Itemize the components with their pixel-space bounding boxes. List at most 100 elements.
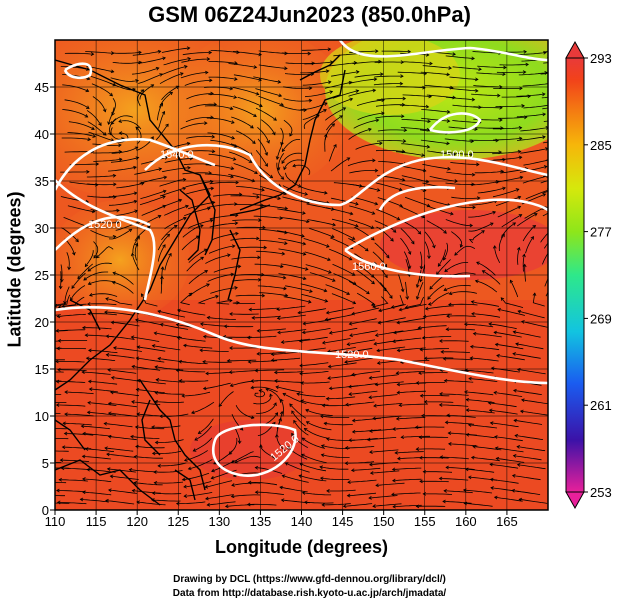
streamline-arrow (209, 218, 214, 223)
streamline-arrow (398, 187, 403, 192)
streamline (254, 390, 266, 398)
streamline-arrow (87, 379, 92, 384)
streamline (300, 283, 327, 292)
streamline (352, 429, 382, 433)
streamline (490, 422, 519, 428)
streamline (281, 52, 311, 54)
streamline (392, 478, 422, 482)
streamline-arrow (276, 167, 281, 171)
streamline (151, 499, 181, 502)
streamline-arrow (542, 112, 547, 117)
streamline-arrow (402, 139, 407, 143)
streamline (327, 347, 356, 353)
streamline-arrow (262, 225, 266, 230)
streamline (157, 234, 170, 251)
streamline-arrow (447, 166, 451, 171)
streamline-arrow (163, 175, 168, 180)
streamline-arrow (396, 390, 401, 395)
streamline (496, 355, 525, 361)
streamline (542, 252, 548, 265)
streamline (158, 462, 187, 467)
streamline (518, 72, 548, 76)
streamline-arrow (191, 410, 195, 415)
streamline-arrow (494, 435, 498, 439)
coastline (69, 299, 101, 331)
colorbar-bottom-arrow (565, 491, 585, 510)
streamline-arrow (467, 475, 472, 480)
streamline (327, 374, 357, 379)
streamline (418, 372, 448, 374)
streamline-arrow (330, 60, 334, 65)
streamline-arrow (284, 293, 289, 298)
streamline (134, 456, 163, 459)
streamline-arrow (86, 410, 91, 415)
streamline (476, 72, 506, 75)
streamline (176, 369, 206, 373)
streamline-arrow (86, 169, 90, 174)
y-tick-label: 45 (35, 80, 49, 95)
streamline (498, 233, 505, 252)
streamline-arrow (229, 383, 234, 387)
streamline (444, 138, 474, 142)
streamline (155, 439, 184, 443)
streamline (230, 143, 253, 156)
streamline-arrow (427, 302, 432, 306)
streamline (349, 205, 375, 215)
streamline (494, 392, 523, 397)
streamline (495, 447, 524, 453)
streamline-arrow (488, 322, 492, 327)
streamline (515, 435, 544, 440)
streamline (82, 491, 112, 496)
streamline (55, 462, 62, 463)
streamline-arrow (476, 196, 481, 201)
streamline-arrow (71, 285, 75, 289)
contour-label: 1520.0 (335, 349, 369, 361)
streamline (137, 379, 166, 385)
streamline (210, 287, 238, 294)
streamline-arrow (324, 317, 329, 322)
streamline-arrow (187, 466, 192, 471)
streamline (104, 423, 133, 428)
streamline (326, 307, 354, 314)
streamline (349, 438, 378, 441)
streamline-arrow (39, 331, 42, 334)
streamline-arrow (328, 270, 332, 274)
streamline-arrow (273, 117, 277, 121)
streamline-arrow (113, 182, 117, 187)
streamline (401, 119, 431, 122)
streamline-arrow (87, 137, 92, 142)
streamline (276, 305, 306, 310)
streamline-arrow (302, 321, 307, 326)
streamline (64, 433, 94, 436)
streamline-arrow (85, 105, 90, 109)
streamline-arrow (236, 300, 240, 305)
streamline (454, 245, 476, 256)
streamline (332, 228, 355, 240)
streamline-arrow (111, 112, 115, 116)
streamline-arrow (281, 148, 286, 153)
streamline-arrow (351, 272, 356, 276)
streamline-arrow (300, 399, 304, 404)
streamline-arrow (275, 385, 280, 390)
lat-lon-grid (55, 40, 548, 510)
streamline-arrow (253, 113, 257, 117)
streamline-arrow (58, 477, 63, 482)
streamline-arrow (136, 378, 141, 383)
streamline (232, 106, 257, 117)
streamline (82, 478, 112, 482)
streamline-arrow (469, 152, 474, 157)
streamline-arrow (131, 488, 136, 493)
streamline-arrow (113, 195, 117, 199)
streamline-arrow (257, 255, 261, 260)
y-tick-label: 10 (35, 409, 49, 424)
streamline (179, 292, 193, 306)
streamline-arrow (302, 211, 306, 215)
streamline-arrow (291, 432, 295, 437)
streamline-arrow (134, 146, 139, 150)
streamline (519, 166, 547, 173)
streamline-arrow (200, 224, 204, 228)
streamline (422, 163, 451, 170)
streamline (252, 193, 281, 200)
streamline-arrow (329, 90, 334, 94)
streamline (354, 73, 383, 78)
